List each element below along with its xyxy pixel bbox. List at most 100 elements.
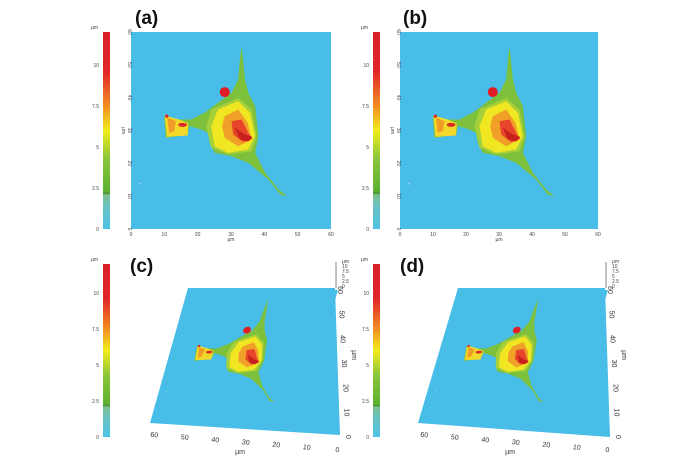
x-tick-label: 40 xyxy=(211,437,220,445)
y-tick-label: 20 xyxy=(611,384,618,392)
x-tick-label: 20 xyxy=(463,232,469,238)
colorbar: µm 0 2.5 5 7.5 10 xyxy=(91,25,110,233)
y-tick-label: 50 xyxy=(607,311,614,319)
y-tick-label: 50 xyxy=(395,62,401,68)
y-tick-label: 30 xyxy=(610,360,617,368)
colorbar-tick-label: 0 xyxy=(96,435,99,441)
y-tick-label: 0 xyxy=(126,228,132,231)
x-tick-label: 20 xyxy=(542,442,551,450)
x-tick-label: 10 xyxy=(302,444,311,452)
colorbar-tick-label: 10 xyxy=(363,63,369,69)
colorbar-tick-label: 7.5 xyxy=(362,327,369,333)
x-tick-label: 10 xyxy=(572,444,581,452)
panel-label: (a) xyxy=(135,8,158,29)
y-tick-label: 50 xyxy=(126,62,132,68)
y-tick-label: 40 xyxy=(126,95,132,101)
x-tick-label: 50 xyxy=(562,232,568,238)
y-tick-label: 0 xyxy=(395,228,401,231)
x-tick-label: 30 xyxy=(496,232,502,238)
y-tick-label: 60 xyxy=(126,29,132,35)
x-tick-label: 60 xyxy=(328,232,334,238)
z-tick-label: 0 xyxy=(342,284,345,290)
y-tick-label: 40 xyxy=(609,335,616,343)
z-tick-label: 10 xyxy=(612,264,618,270)
colorbar-unit: µm xyxy=(361,257,368,263)
panel-label: (b) xyxy=(403,8,427,29)
axes-2d: 0 10 20 30 40 50 60 µm 0 10 20 30 40 50 60 µm xyxy=(120,29,334,243)
y-tick-label: 30 xyxy=(340,360,347,368)
x-tick-label: 0 xyxy=(605,447,610,454)
colorbar-unit: µm xyxy=(91,25,98,31)
colorbar-tick-label: 0 xyxy=(366,435,369,441)
x-tick-label: 40 xyxy=(262,232,268,238)
z-tick-label: 5 xyxy=(342,274,345,280)
afm-2d-height-map xyxy=(400,32,598,229)
z-tick-label: µm xyxy=(342,259,349,265)
x-tick-label: 10 xyxy=(162,232,168,238)
x-tick-label: 50 xyxy=(295,232,301,238)
y-axis-unit: µm xyxy=(120,127,126,134)
x-tick-label: 30 xyxy=(228,232,234,238)
colorbar-tick-label: 10 xyxy=(93,291,99,297)
colorbar-tick-label: 7.5 xyxy=(92,327,99,333)
colorbar-tick-label: 7.5 xyxy=(92,104,99,110)
x-axis-unit: µm xyxy=(495,237,502,243)
y-tick-label: 30 xyxy=(126,128,132,134)
panel-label: (c) xyxy=(130,256,153,277)
panel-a: (a) µm 0 2.5 5 7.5 10 0 10 20 30 40 50 60 µm 0 10 20 30 4… xyxy=(91,8,334,243)
z-tick-label: 2.5 xyxy=(342,279,349,285)
y-tick-label: 20 xyxy=(395,161,401,167)
x-tick-label: 50 xyxy=(450,434,459,442)
x-tick-label: 30 xyxy=(511,439,520,447)
z-tick-label: 7.5 xyxy=(612,269,619,275)
x-tick-label: 0 xyxy=(399,232,402,238)
x-tick-label: 50 xyxy=(180,434,189,442)
colorbar-gradient xyxy=(373,264,380,437)
x-tick-label: 0 xyxy=(335,447,340,454)
colorbar-tick-label: 5 xyxy=(96,363,99,369)
y-tick-label: 40 xyxy=(395,95,401,101)
y-tick-label: 0 xyxy=(614,435,621,439)
y-tick-label: 50 xyxy=(337,311,344,319)
colorbar-tick-label: 2.5 xyxy=(362,186,369,192)
colorbar-tick-label: 10 xyxy=(93,63,99,69)
colorbar: µm 0 2.5 5 7.5 10 xyxy=(91,257,110,441)
colorbar-unit: µm xyxy=(91,257,98,263)
y-tick-label: 20 xyxy=(341,384,348,392)
x-axis-unit: µm xyxy=(227,237,234,243)
z-tick-label: 10 xyxy=(342,264,348,270)
colorbar-tick-label: 10 xyxy=(363,291,369,297)
panel-label: (d) xyxy=(400,256,424,277)
colorbar-tick-label: 5 xyxy=(366,363,369,369)
y-tick-label: 10 xyxy=(395,193,401,199)
x-tick-label: 20 xyxy=(272,442,281,450)
y-tick-label: 10 xyxy=(343,409,350,417)
x-tick-label: 60 xyxy=(420,432,429,440)
x-tick-label: 60 xyxy=(595,232,601,238)
y-tick-label: 10 xyxy=(613,409,620,417)
x-tick-label: 30 xyxy=(241,439,250,447)
colorbar: µm 0 2.5 5 7.5 10 xyxy=(361,257,380,441)
y-tick-label: 10 xyxy=(126,193,132,199)
colorbar-tick-label: 2.5 xyxy=(92,399,99,405)
z-tick-label: µm xyxy=(612,259,619,265)
y-axis-unit: µm xyxy=(620,350,627,360)
axes-3d: 60 50 40 30 20 10 0µm0102030405060µmµm107.552.… xyxy=(420,259,627,456)
y-tick-label: 20 xyxy=(126,161,132,167)
z-tick-label: 0 xyxy=(612,284,615,290)
x-tick-label: 60 xyxy=(150,432,159,440)
colorbar-tick-label: 7.5 xyxy=(362,104,369,110)
y-tick-label: 60 xyxy=(395,29,401,35)
z-tick-label: 5 xyxy=(612,274,615,280)
afm-2d-height-map xyxy=(131,32,331,229)
colorbar-tick-label: 0 xyxy=(366,227,369,233)
x-tick-label: 40 xyxy=(481,437,490,445)
y-tick-label: 30 xyxy=(395,128,401,134)
x-tick-label: 10 xyxy=(430,232,436,238)
colorbar-tick-label: 2.5 xyxy=(362,399,369,405)
colorbar-gradient xyxy=(103,32,110,229)
colorbar-tick-label: 5 xyxy=(366,145,369,151)
colorbar-gradient xyxy=(103,264,110,437)
x-axis-unit: µm xyxy=(505,449,515,456)
